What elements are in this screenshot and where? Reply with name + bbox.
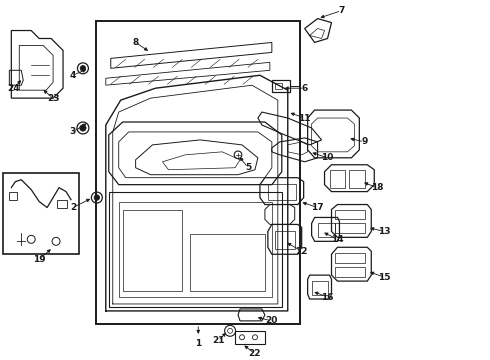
Text: 15: 15 bbox=[378, 273, 391, 282]
Text: 13: 13 bbox=[378, 227, 391, 236]
Circle shape bbox=[80, 125, 86, 131]
Text: 9: 9 bbox=[361, 138, 368, 147]
Bar bbox=[96, 21, 300, 324]
Bar bbox=[336, 267, 366, 277]
Circle shape bbox=[80, 66, 86, 71]
Bar bbox=[3, 173, 79, 254]
Bar bbox=[275, 231, 294, 249]
Text: 4: 4 bbox=[70, 71, 76, 80]
Bar bbox=[349, 170, 366, 188]
Text: 23: 23 bbox=[47, 94, 59, 103]
Bar bbox=[318, 224, 336, 237]
Bar bbox=[336, 253, 366, 263]
Text: 17: 17 bbox=[311, 203, 324, 212]
Text: 12: 12 bbox=[295, 247, 308, 256]
Text: 10: 10 bbox=[321, 153, 334, 162]
Text: 8: 8 bbox=[132, 38, 139, 47]
Text: 18: 18 bbox=[371, 183, 384, 192]
Text: 11: 11 bbox=[298, 113, 311, 122]
Text: 24: 24 bbox=[7, 84, 20, 93]
Text: 19: 19 bbox=[33, 255, 46, 264]
Bar bbox=[336, 210, 366, 220]
Text: 6: 6 bbox=[301, 84, 308, 93]
Text: 2: 2 bbox=[70, 203, 76, 212]
Bar bbox=[312, 281, 327, 295]
Text: 7: 7 bbox=[338, 6, 344, 15]
Bar bbox=[329, 170, 345, 188]
Text: 14: 14 bbox=[331, 235, 344, 244]
Bar bbox=[268, 184, 295, 199]
Text: 3: 3 bbox=[70, 127, 76, 136]
Text: 20: 20 bbox=[266, 316, 278, 325]
Circle shape bbox=[94, 195, 99, 201]
Text: 5: 5 bbox=[245, 163, 251, 172]
Text: 1: 1 bbox=[195, 339, 201, 348]
Text: 16: 16 bbox=[321, 293, 334, 302]
Text: 22: 22 bbox=[249, 349, 261, 358]
Bar bbox=[336, 224, 366, 233]
Text: 21: 21 bbox=[212, 336, 224, 345]
